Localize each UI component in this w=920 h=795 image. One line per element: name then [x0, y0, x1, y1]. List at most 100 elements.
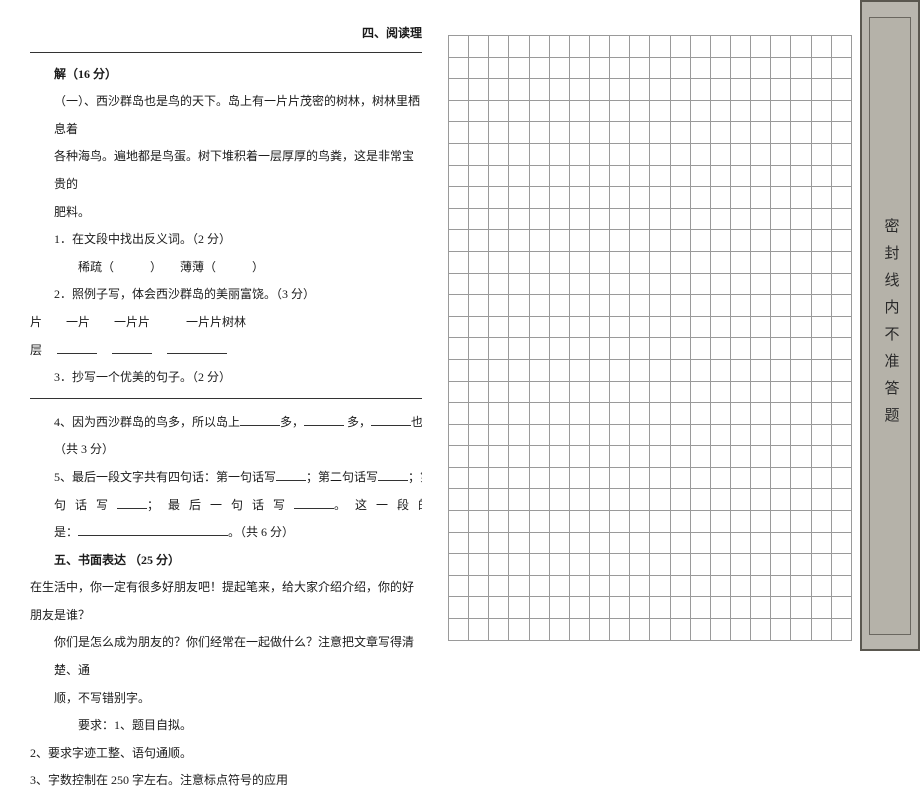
grid-cell[interactable]: [489, 338, 509, 360]
grid-cell[interactable]: [509, 338, 529, 360]
grid-cell[interactable]: [730, 187, 750, 209]
grid-cell[interactable]: [791, 381, 811, 403]
grid-cell[interactable]: [791, 122, 811, 144]
grid-cell[interactable]: [630, 316, 650, 338]
grid-cell[interactable]: [589, 381, 609, 403]
grid-cell[interactable]: [589, 467, 609, 489]
grid-cell[interactable]: [549, 251, 569, 273]
grid-cell[interactable]: [529, 251, 549, 273]
grid-cell[interactable]: [771, 338, 791, 360]
grid-cell[interactable]: [690, 79, 710, 101]
grid-cell[interactable]: [469, 273, 489, 295]
grid-cell[interactable]: [610, 597, 630, 619]
grid-cell[interactable]: [630, 597, 650, 619]
grid-cell[interactable]: [730, 381, 750, 403]
blank[interactable]: [378, 467, 408, 481]
grid-cell[interactable]: [529, 597, 549, 619]
grid-cell[interactable]: [771, 122, 791, 144]
grid-cell[interactable]: [670, 619, 690, 641]
grid-cell[interactable]: [751, 100, 771, 122]
grid-cell[interactable]: [449, 554, 469, 576]
grid-cell[interactable]: [610, 554, 630, 576]
blank[interactable]: [78, 522, 228, 536]
grid-cell[interactable]: [670, 597, 690, 619]
grid-cell[interactable]: [831, 424, 851, 446]
grid-cell[interactable]: [569, 143, 589, 165]
grid-cell[interactable]: [831, 79, 851, 101]
grid-cell[interactable]: [811, 619, 831, 641]
blank[interactable]: [112, 340, 152, 354]
grid-cell[interactable]: [650, 208, 670, 230]
grid-cell[interactable]: [569, 619, 589, 641]
grid-cell[interactable]: [569, 403, 589, 425]
grid-cell[interactable]: [751, 273, 771, 295]
grid-cell[interactable]: [771, 251, 791, 273]
grid-cell[interactable]: [449, 338, 469, 360]
grid-cell[interactable]: [489, 619, 509, 641]
grid-cell[interactable]: [791, 338, 811, 360]
grid-cell[interactable]: [529, 273, 549, 295]
grid-cell[interactable]: [670, 489, 690, 511]
grid-cell[interactable]: [529, 489, 549, 511]
grid-cell[interactable]: [730, 532, 750, 554]
grid-cell[interactable]: [791, 597, 811, 619]
grid-cell[interactable]: [610, 316, 630, 338]
grid-cell[interactable]: [670, 338, 690, 360]
grid-cell[interactable]: [630, 273, 650, 295]
grid-cell[interactable]: [469, 532, 489, 554]
grid-cell[interactable]: [650, 597, 670, 619]
grid-cell[interactable]: [690, 359, 710, 381]
grid-cell[interactable]: [610, 208, 630, 230]
grid-cell[interactable]: [469, 187, 489, 209]
grid-cell[interactable]: [549, 511, 569, 533]
grid-cell[interactable]: [751, 532, 771, 554]
blank[interactable]: [117, 495, 147, 509]
grid-cell[interactable]: [771, 208, 791, 230]
grid-cell[interactable]: [489, 446, 509, 468]
grid-cell[interactable]: [630, 511, 650, 533]
grid-cell[interactable]: [791, 187, 811, 209]
grid-cell[interactable]: [751, 597, 771, 619]
grid-cell[interactable]: [589, 575, 609, 597]
grid-cell[interactable]: [449, 489, 469, 511]
grid-cell[interactable]: [549, 187, 569, 209]
grid-cell[interactable]: [831, 57, 851, 79]
grid-cell[interactable]: [710, 489, 730, 511]
grid-cell[interactable]: [831, 251, 851, 273]
grid-cell[interactable]: [650, 554, 670, 576]
grid-cell[interactable]: [630, 381, 650, 403]
grid-cell[interactable]: [690, 143, 710, 165]
grid-cell[interactable]: [509, 467, 529, 489]
grid-cell[interactable]: [751, 575, 771, 597]
grid-cell[interactable]: [831, 403, 851, 425]
grid-cell[interactable]: [589, 359, 609, 381]
grid-cell[interactable]: [791, 403, 811, 425]
grid-cell[interactable]: [569, 446, 589, 468]
grid-cell[interactable]: [791, 165, 811, 187]
grid-cell[interactable]: [509, 424, 529, 446]
grid-cell[interactable]: [630, 554, 650, 576]
grid-cell[interactable]: [630, 36, 650, 58]
grid-cell[interactable]: [650, 165, 670, 187]
grid-cell[interactable]: [670, 511, 690, 533]
grid-cell[interactable]: [730, 511, 750, 533]
grid-cell[interactable]: [589, 208, 609, 230]
grid-cell[interactable]: [449, 165, 469, 187]
grid-cell[interactable]: [630, 359, 650, 381]
grid-cell[interactable]: [509, 100, 529, 122]
grid-cell[interactable]: [751, 359, 771, 381]
grid-cell[interactable]: [610, 446, 630, 468]
grid-cell[interactable]: [811, 532, 831, 554]
grid-cell[interactable]: [549, 597, 569, 619]
grid-cell[interactable]: [791, 532, 811, 554]
grid-cell[interactable]: [630, 187, 650, 209]
grid-cell[interactable]: [791, 57, 811, 79]
grid-cell[interactable]: [489, 251, 509, 273]
grid-cell[interactable]: [710, 554, 730, 576]
grid-cell[interactable]: [670, 532, 690, 554]
grid-cell[interactable]: [469, 57, 489, 79]
grid-cell[interactable]: [670, 446, 690, 468]
grid-cell[interactable]: [710, 36, 730, 58]
grid-cell[interactable]: [469, 381, 489, 403]
grid-cell[interactable]: [610, 532, 630, 554]
